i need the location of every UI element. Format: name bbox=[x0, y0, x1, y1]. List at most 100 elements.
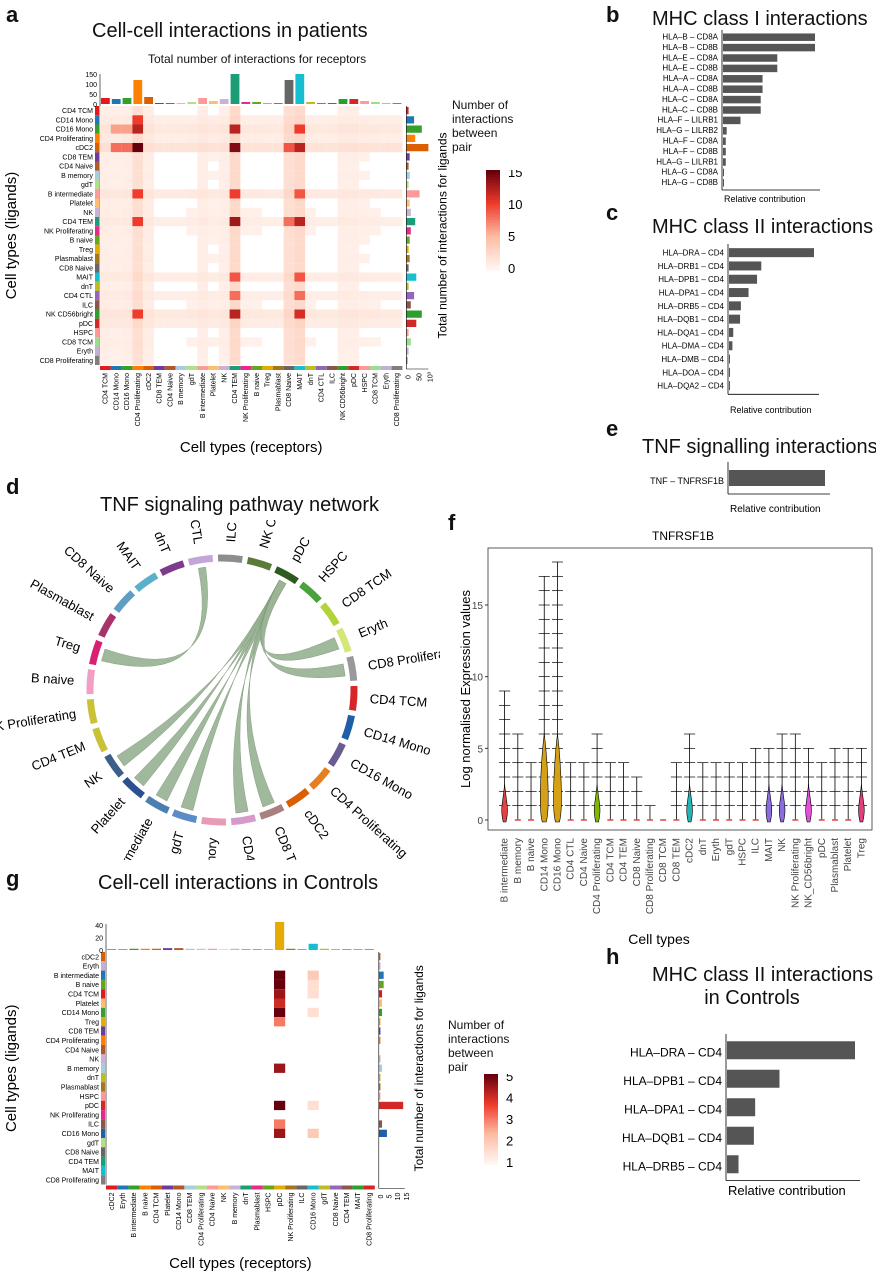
heatmap-cell bbox=[164, 272, 176, 282]
row-color-chip bbox=[95, 226, 99, 236]
heatmap-cell bbox=[218, 189, 230, 199]
heatmap-cell bbox=[348, 337, 360, 347]
heatmap-cell bbox=[348, 124, 360, 134]
violin-x-tick: pDC bbox=[817, 838, 828, 858]
heatmap-cell bbox=[294, 318, 306, 328]
heatmap-cell bbox=[143, 272, 154, 282]
top-total-bar bbox=[263, 103, 272, 104]
heatmap-cell bbox=[283, 291, 295, 301]
col-color-chip bbox=[370, 366, 381, 370]
right-axis-title: Total number of interactions for ligands bbox=[412, 965, 426, 1171]
row-color-chip bbox=[101, 1165, 105, 1176]
heatmap-cell bbox=[218, 300, 230, 310]
heatmap-cell bbox=[110, 254, 122, 264]
col-color-chip bbox=[110, 366, 122, 370]
row-color-chip bbox=[95, 263, 99, 273]
heatmap-cell bbox=[110, 244, 122, 254]
col-color-chip bbox=[206, 1185, 218, 1190]
col-tick-label: CD8 Proliferating bbox=[366, 1192, 373, 1245]
col-color-chip bbox=[391, 366, 403, 370]
heatmap-cell bbox=[229, 300, 241, 310]
col-tick-label: CD8 Proliferating bbox=[394, 373, 401, 426]
chord-node-label: CD8 TEM bbox=[271, 824, 306, 860]
col-tick-label: Eryth bbox=[383, 373, 390, 389]
heatmap-cell bbox=[208, 198, 219, 208]
top-total-bar bbox=[122, 98, 132, 104]
colorbar-segment bbox=[486, 182, 500, 186]
heatmap-cell bbox=[316, 143, 327, 153]
heatmap-cell bbox=[208, 115, 219, 125]
top-total-bar bbox=[349, 99, 359, 104]
right-total-bar bbox=[406, 310, 422, 318]
heatmap-cell bbox=[316, 272, 327, 282]
row-tick-label: CD4 CTL bbox=[64, 293, 93, 300]
bar bbox=[723, 106, 761, 114]
chord-link bbox=[260, 579, 346, 678]
row-tick-label: B memory bbox=[61, 173, 93, 180]
violin-x-tick: CD16 Mono bbox=[552, 838, 563, 892]
heatmap-cell bbox=[132, 124, 144, 134]
heatmap-cell bbox=[100, 133, 111, 143]
heatmap-cell bbox=[348, 115, 360, 125]
heatmap-cell bbox=[305, 272, 316, 282]
violin-x-tick: gdT bbox=[724, 838, 735, 855]
chord-node-label: Plasmablast bbox=[28, 576, 97, 624]
row-tick-label: CD4 Naive bbox=[59, 164, 93, 171]
heatmap-cell bbox=[100, 281, 111, 291]
col-tick-label: B naive bbox=[142, 1192, 149, 1215]
colorbar-segment bbox=[486, 187, 500, 191]
col-color-chip bbox=[154, 366, 165, 370]
heatmap-cell bbox=[132, 346, 144, 356]
panel-b-label: b bbox=[606, 2, 620, 27]
bar bbox=[727, 1098, 756, 1117]
row-tick-label: MAIT bbox=[76, 275, 93, 282]
col-tick-label: B intermediate bbox=[131, 1192, 138, 1237]
heatmap-cell bbox=[283, 235, 295, 245]
heatmap-cell bbox=[100, 318, 111, 328]
row-color-chip bbox=[95, 355, 99, 365]
right-total-bar bbox=[378, 990, 383, 998]
heatmap-cell bbox=[229, 143, 241, 153]
bar-category-label: HLA–DPB1 – CD4 bbox=[658, 275, 724, 284]
violin-title: TNFRSF1B bbox=[652, 529, 714, 543]
heatmap-cell bbox=[272, 189, 284, 199]
heatmap-cell bbox=[307, 1100, 319, 1111]
heatmap-cell bbox=[143, 217, 154, 227]
right-total-bar bbox=[406, 329, 409, 337]
row-color-chip bbox=[101, 1128, 105, 1138]
top-total-bar bbox=[308, 943, 318, 950]
heatmap-cell bbox=[370, 272, 381, 282]
colorbar-segment bbox=[484, 1089, 498, 1093]
violin-y-tick: 5 bbox=[477, 744, 483, 755]
top-total-bar bbox=[151, 948, 161, 950]
heatmap-cell bbox=[143, 124, 154, 134]
heatmap-cell bbox=[110, 328, 122, 338]
row-color-chip bbox=[101, 1054, 105, 1064]
colorbar-segment bbox=[484, 1148, 498, 1152]
bar bbox=[723, 64, 778, 73]
heatmap-cell bbox=[218, 133, 230, 143]
bar-category-label: HLA–G – CD8B bbox=[662, 178, 718, 187]
row-tick-label: cDC2 bbox=[81, 954, 99, 961]
row-tick-label: Plasmablast bbox=[61, 1084, 99, 1091]
heatmap-cell bbox=[121, 263, 133, 273]
colorbar-segment bbox=[486, 262, 500, 266]
chord-node-arc bbox=[327, 742, 346, 767]
heatmap-cell bbox=[143, 143, 154, 153]
heatmap-cell bbox=[175, 217, 187, 227]
heatmap-cell bbox=[283, 133, 295, 143]
right-total-bar bbox=[406, 319, 417, 327]
col-color-chip bbox=[143, 366, 154, 370]
heatmap-cell bbox=[132, 235, 144, 245]
heatmap-cell bbox=[305, 217, 316, 227]
col-color-chip bbox=[305, 366, 316, 370]
top-total-bar bbox=[165, 103, 175, 104]
violin-f-chart: TNFRSF1B 15 10 5 0 B intermediate B memory B na… bbox=[458, 529, 873, 947]
violin-x-tick: B memory bbox=[513, 838, 524, 884]
right-total-bar bbox=[378, 1008, 383, 1017]
panel-h-title: MHC class II interactions in Controls bbox=[652, 964, 874, 1009]
col-color-chip bbox=[380, 366, 392, 370]
heatmap-cell bbox=[251, 272, 262, 282]
heatmap-cell bbox=[186, 189, 198, 199]
heatmap-cell bbox=[110, 124, 122, 134]
